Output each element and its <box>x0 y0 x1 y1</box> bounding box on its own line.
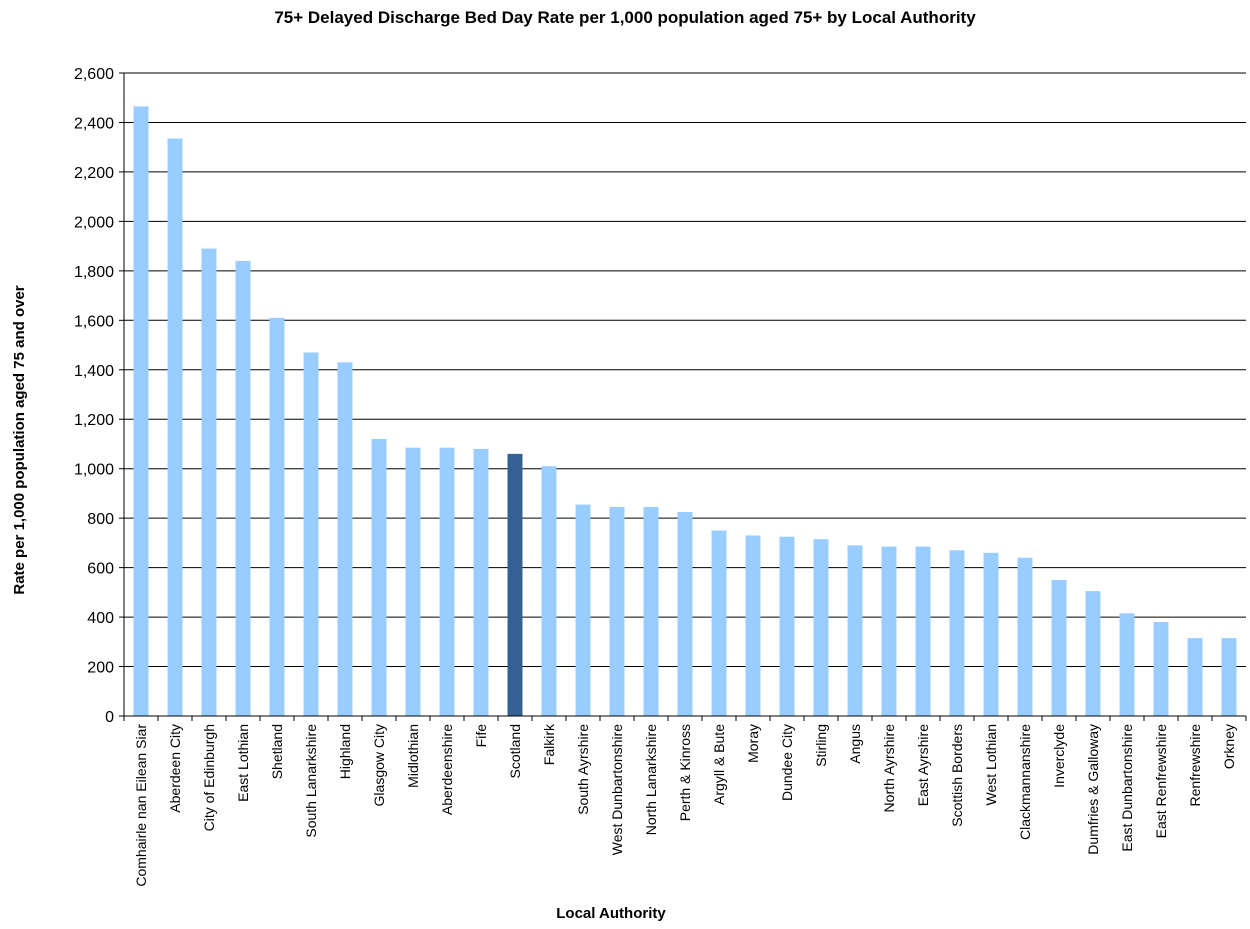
bar <box>881 546 897 716</box>
x-tick-label: South Ayrshire <box>575 724 591 815</box>
bar <box>1051 579 1067 716</box>
x-tick-label: Aberdeen City <box>167 724 183 813</box>
x-tick-label: Comhairle nan Eilean Siar <box>133 724 149 887</box>
x-tick-label: Stirling <box>813 724 829 767</box>
bar <box>303 352 319 716</box>
y-tick-label: 400 <box>87 610 114 627</box>
bar <box>745 535 761 716</box>
bar <box>1153 622 1169 716</box>
x-tick-label: Argyll & Bute <box>711 724 727 805</box>
y-tick-label: 2,200 <box>74 165 114 182</box>
bar <box>167 138 183 716</box>
bar <box>677 511 693 716</box>
x-tick-label: North Ayrshire <box>881 724 897 813</box>
x-tick-label: Moray <box>745 724 761 763</box>
y-tick-label: 1,600 <box>74 313 114 330</box>
bar <box>269 317 285 716</box>
x-tick-label: Aberdeenshire <box>439 724 455 815</box>
x-tick-label: East Ayrshire <box>915 724 931 806</box>
y-tick-label: 2,000 <box>74 214 114 231</box>
x-tick-label: Clackmannanshire <box>1017 724 1033 840</box>
bar <box>371 439 387 716</box>
x-tick-label: Glasgow City <box>371 724 387 806</box>
bar <box>405 447 421 716</box>
chart-title: 75+ Delayed Discharge Bed Day Rate per 1… <box>274 8 976 27</box>
x-axis-title: Local Authority <box>556 905 666 922</box>
bar <box>201 248 217 717</box>
axes <box>119 72 1247 721</box>
x-tick-label: Falkirk <box>541 723 557 765</box>
y-tick-label: 1,000 <box>74 462 114 479</box>
bar <box>541 466 557 716</box>
bar <box>1221 638 1237 716</box>
bar <box>1085 591 1101 716</box>
bar <box>643 507 659 716</box>
x-tick-label: West Dunbartonshire <box>609 724 625 855</box>
bar <box>235 260 251 716</box>
y-tick-label: 1,800 <box>74 264 114 281</box>
x-tick-label: East Dunbartonshire <box>1119 724 1135 852</box>
bar <box>1017 557 1033 716</box>
bar <box>473 448 489 716</box>
x-tick-label: West Lothian <box>983 724 999 805</box>
x-tick-label: Scotland <box>507 724 523 778</box>
y-tick-label: 200 <box>87 660 114 677</box>
bar <box>507 453 523 716</box>
y-tick-label: 600 <box>87 561 114 578</box>
y-tick-label: 2,600 <box>74 66 114 83</box>
x-tick-label: Midlothian <box>405 724 421 788</box>
y-axis-title: Rate per 1,000 population aged 75 and ov… <box>11 285 28 594</box>
x-tick-label: Angus <box>847 724 863 764</box>
x-tick-label: Renfrewshire <box>1187 724 1203 807</box>
bar <box>847 545 863 716</box>
bar <box>439 447 455 716</box>
bars <box>133 106 1237 717</box>
bar <box>1119 613 1135 716</box>
bar <box>949 550 965 716</box>
x-tick-label: East Lothian <box>235 724 251 802</box>
x-tick-label: Orkney <box>1221 724 1237 769</box>
x-tick-label: East Renfrewshire <box>1153 724 1169 839</box>
x-tick-label: Shetland <box>269 724 285 779</box>
x-tick-label: Dumfries & Galloway <box>1085 724 1101 855</box>
bar <box>779 536 795 716</box>
y-tick-label: 0 <box>105 709 114 726</box>
bar <box>1187 638 1203 716</box>
x-tick-label: Highland <box>337 724 353 779</box>
bar <box>133 106 149 716</box>
bar <box>711 530 727 716</box>
bar <box>609 507 625 716</box>
bar <box>575 504 591 716</box>
labels: 0 200 400 600 800 1,000 1,200 1,400 1,600 1,800 2,… <box>74 66 1237 887</box>
x-tick-label: South Lanarkshire <box>303 724 319 838</box>
x-tick-label: Dundee City <box>779 724 795 801</box>
y-tick-label: 2,400 <box>74 115 114 132</box>
bar <box>337 362 353 716</box>
y-tick-label: 1,200 <box>74 412 114 429</box>
bar <box>813 539 829 716</box>
bar <box>915 546 931 716</box>
x-tick-label: North Lanarkshire <box>643 724 659 835</box>
x-tick-label: Fife <box>473 724 489 748</box>
x-tick-label: Scottish Borders <box>949 724 965 827</box>
y-tick-label: 1,400 <box>74 363 114 380</box>
x-tick-label: City of Edinburgh <box>201 724 217 831</box>
x-tick-label: Inverclyde <box>1051 724 1067 788</box>
x-tick-label: Perth & Kinross <box>677 724 693 821</box>
bar <box>983 552 999 716</box>
y-tick-label: 800 <box>87 511 114 528</box>
